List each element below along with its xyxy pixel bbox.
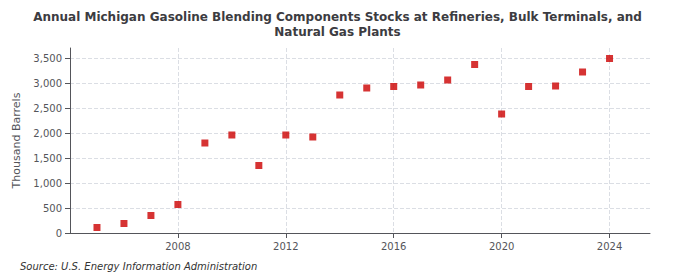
svg-text:2020: 2020 bbox=[489, 241, 514, 252]
svg-text:3,000: 3,000 bbox=[33, 78, 62, 89]
svg-text:Source: U.S. Energy Informatio: Source: U.S. Energy Information Administ… bbox=[20, 261, 257, 272]
svg-text:1,500: 1,500 bbox=[33, 153, 62, 164]
svg-text:1,000: 1,000 bbox=[33, 178, 62, 189]
svg-text:2024: 2024 bbox=[597, 241, 622, 252]
svg-text:Thousand Barrels: Thousand Barrels bbox=[10, 92, 23, 189]
svg-text:500: 500 bbox=[43, 203, 62, 214]
svg-text:2008: 2008 bbox=[165, 241, 190, 252]
svg-text:Natural Gas Plants: Natural Gas Plants bbox=[274, 25, 400, 39]
svg-text:2016: 2016 bbox=[381, 241, 406, 252]
svg-text:3,500: 3,500 bbox=[33, 53, 62, 64]
svg-text:2,000: 2,000 bbox=[33, 128, 62, 139]
svg-text:Annual Michigan Gasoline Blend: Annual Michigan Gasoline Blending Compon… bbox=[33, 10, 642, 24]
svg-text:0: 0 bbox=[56, 228, 62, 239]
svg-text:2,500: 2,500 bbox=[33, 103, 62, 114]
svg-text:2012: 2012 bbox=[273, 241, 298, 252]
